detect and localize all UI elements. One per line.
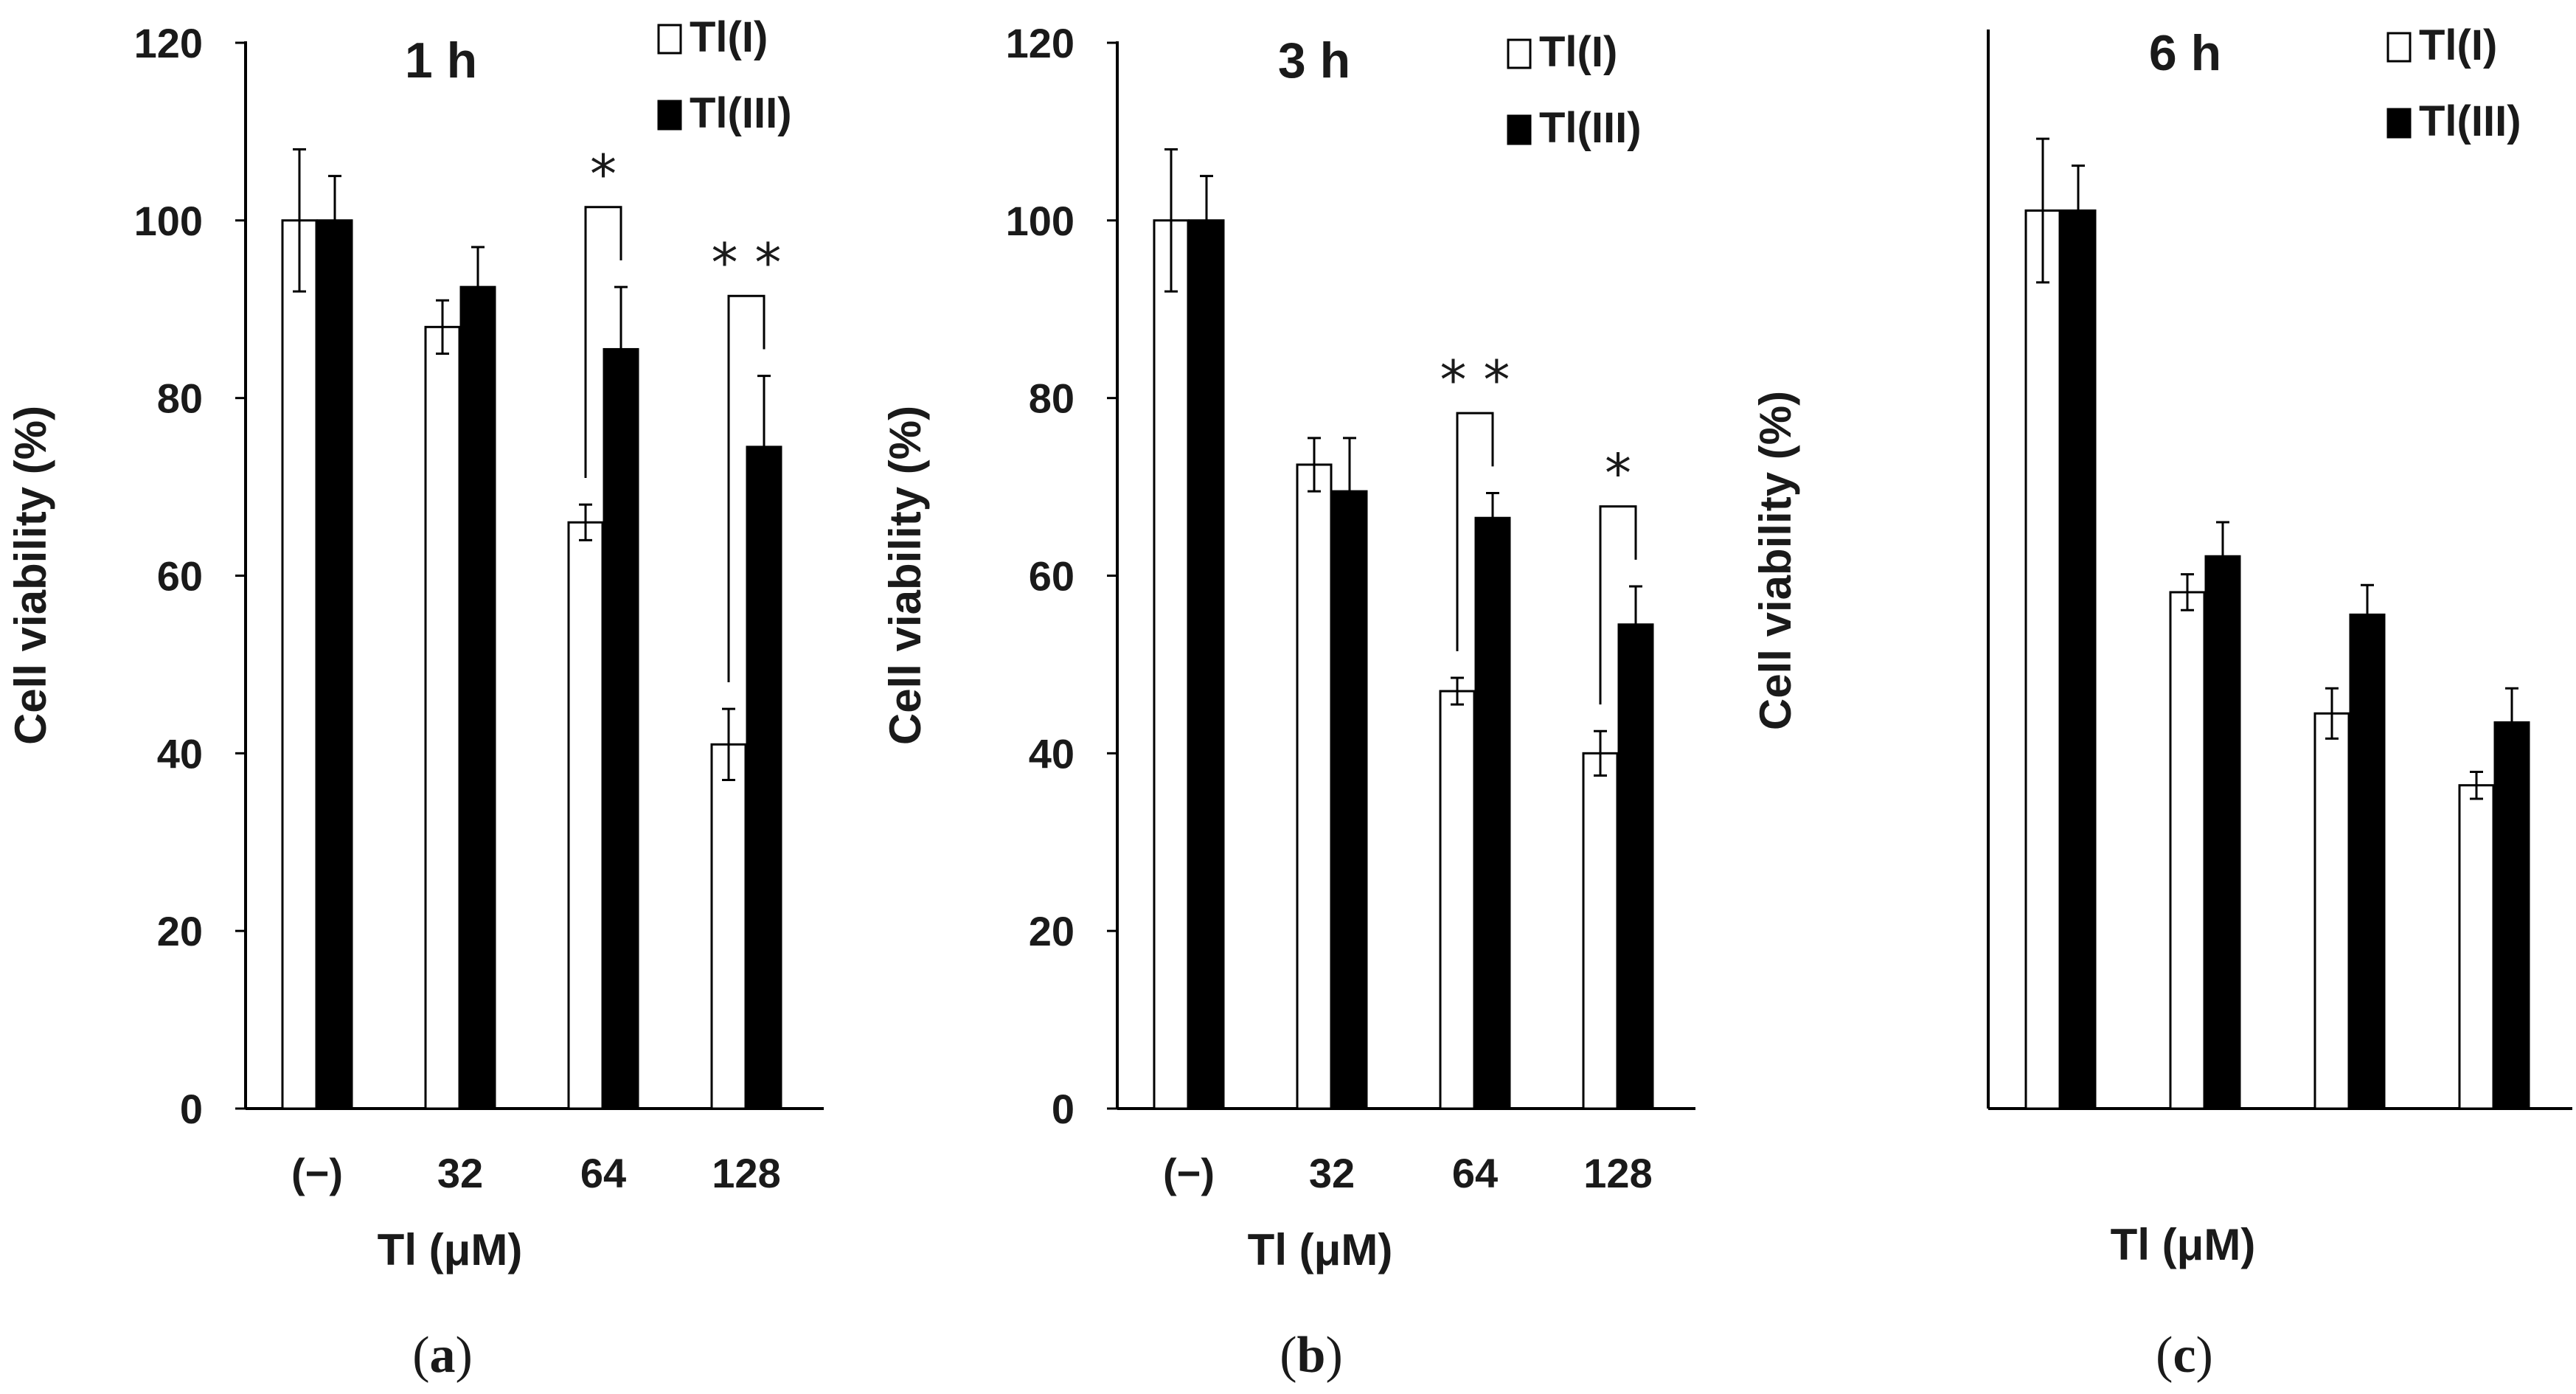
bar-tliii-3 <box>1617 623 1654 1110</box>
significance-marker: * * <box>1440 349 1510 411</box>
x-tick-label: 32 <box>437 1150 483 1196</box>
panel-paren-close: ) <box>1325 1327 1342 1384</box>
y-tick-label: 100 <box>1006 198 1075 244</box>
legend-label: Tl(I) <box>2419 21 2497 69</box>
y-axis-label: Cell viability (%) <box>1751 391 1800 730</box>
y-tick-label: 60 <box>157 553 203 600</box>
bar-tliii-1 <box>2204 555 2241 1110</box>
y-tick-label: 120 <box>134 20 203 66</box>
y-tick-label: 100 <box>134 198 203 244</box>
panel-letter: b <box>1297 1327 1326 1384</box>
bar-tliii-0 <box>316 219 353 1110</box>
y-tick-label: 20 <box>157 908 203 954</box>
bar-tli-3 <box>1582 752 1619 1110</box>
x-tick-label: 128 <box>712 1150 780 1196</box>
chart-title: 1 h <box>405 32 477 89</box>
y-tick-label: 20 <box>1029 908 1075 954</box>
significance-bracket <box>727 294 765 682</box>
bar-tli-1 <box>1296 463 1333 1110</box>
x-axis-label: Tl (μM) <box>378 1225 523 1275</box>
legend-swatch-tliii <box>1507 114 1532 145</box>
bar-tliii-1 <box>1331 490 1368 1110</box>
panel-c: Cell viability (%) Tl (μM) 6 h Tl(I) Tl(III)… <box>1751 21 2572 1384</box>
legend-swatch-tli <box>657 24 682 55</box>
bar-tli-0 <box>2024 209 2061 1110</box>
x-tick-label: 32 <box>1309 1150 1355 1196</box>
bar-tliii-2 <box>1474 516 1511 1110</box>
y-tick-label: 40 <box>157 730 203 777</box>
bar-tliii-0 <box>2060 209 2097 1110</box>
bar-tli-1 <box>2169 591 2206 1110</box>
y-axis-label: Cell viability (%) <box>881 406 930 745</box>
legend-label: Tl(III) <box>2419 97 2521 145</box>
chart-title: 3 h <box>1278 32 1350 89</box>
panel-b: 0 20 40 60 80 100 120 Cell viability (%) Tl (μM)… <box>881 20 1695 1384</box>
legend-label: Tl(I) <box>690 13 768 61</box>
legend-swatch-tliii <box>2386 108 2412 139</box>
x-axis-label: Tl (μM) <box>1248 1225 1393 1275</box>
bar-tli-0 <box>1153 219 1190 1110</box>
bar-tli-0 <box>281 219 318 1110</box>
bar-tliii-1 <box>459 285 496 1110</box>
panel-label: (b) <box>1280 1327 1343 1384</box>
x-tick-label: 64 <box>580 1150 626 1196</box>
panel-paren-open: ( <box>1280 1327 1296 1384</box>
significance-marker: * <box>590 143 617 205</box>
significance-bracket <box>1599 505 1637 705</box>
y-tick-label: 40 <box>1029 730 1075 777</box>
bar-tli-2 <box>567 521 604 1110</box>
legend-label: Tl(III) <box>690 89 792 137</box>
significance-marker: * * <box>712 232 782 294</box>
x-tick-label: (−) <box>1163 1150 1215 1196</box>
panel-label: (c) <box>2156 1327 2213 1384</box>
panel-paren-open: ( <box>412 1327 429 1384</box>
legend-swatch-tli <box>2386 32 2412 63</box>
x-tick-label: (−) <box>291 1150 343 1196</box>
significance-bracket <box>1456 412 1494 651</box>
bar-tliii-3 <box>2493 721 2530 1110</box>
panel-label: (a) <box>412 1327 473 1384</box>
y-tick-label: 0 <box>1052 1086 1075 1132</box>
y-tick-label: 120 <box>1006 20 1075 66</box>
y-tick-label: 60 <box>1029 553 1075 600</box>
panel-a: 0 20 40 60 80 100 120 Cell viability (%) Tl (μM)… <box>6 13 824 1384</box>
x-tick-label: 64 <box>1452 1150 1498 1196</box>
panel-letter: c <box>2173 1327 2195 1384</box>
significance-bracket <box>584 206 622 479</box>
x-tick-label: 128 <box>1583 1150 1652 1196</box>
y-tick-label: 80 <box>157 375 203 422</box>
bar-tli-3 <box>710 743 747 1110</box>
bar-tliii-3 <box>746 445 782 1110</box>
y-tick-label: 0 <box>180 1086 203 1132</box>
legend-swatch-tli <box>1507 38 1532 69</box>
bar-tliii-2 <box>2349 613 2386 1110</box>
bar-tliii-0 <box>1188 219 1225 1110</box>
panel-paren-close: ) <box>2196 1327 2213 1384</box>
bar-tli-3 <box>2458 784 2495 1110</box>
chart-title: 6 h <box>2149 25 2221 81</box>
x-axis-label: Tl (μM) <box>2111 1220 2256 1269</box>
legend-label: Tl(III) <box>1539 104 1642 152</box>
significance-marker: * <box>1605 443 1631 504</box>
y-tick-label: 80 <box>1029 375 1075 422</box>
y-axis-label: Cell viability (%) <box>6 406 55 745</box>
panel-paren-close: ) <box>456 1327 473 1384</box>
panel-letter: a <box>430 1327 456 1384</box>
bar-tli-1 <box>424 325 461 1110</box>
legend-swatch-tliii <box>657 100 682 131</box>
legend-label: Tl(I) <box>1539 28 1617 76</box>
panel-paren-open: ( <box>2156 1327 2173 1384</box>
bar-tliii-2 <box>603 347 639 1110</box>
bar-tli-2 <box>1439 690 1476 1110</box>
bar-tli-2 <box>2313 712 2350 1110</box>
